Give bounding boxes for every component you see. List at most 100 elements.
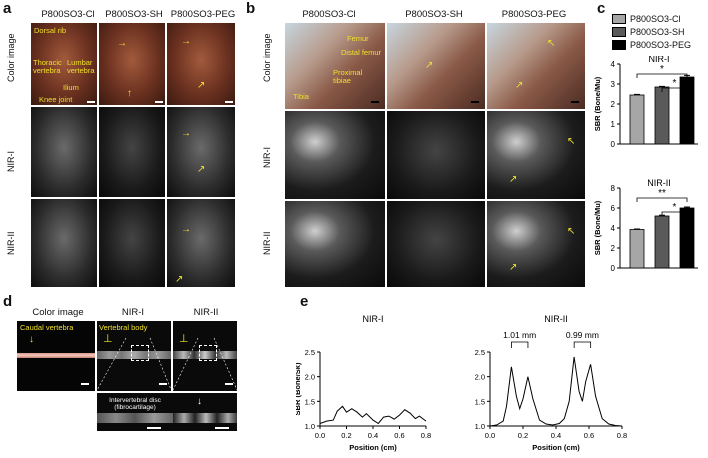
d-zoom-box <box>199 345 217 361</box>
e-x-tick-label: 0.6 <box>584 431 594 440</box>
d-scale-bar <box>215 427 229 429</box>
arrow-icon: ↓ <box>197 396 202 407</box>
c-y-axis-label: SBR (Bone/Mu) <box>593 200 602 255</box>
c-y-tick-label: 6 <box>611 204 616 213</box>
arrow-icon: → <box>117 38 127 49</box>
e-x-tick-label: 0.8 <box>617 431 627 440</box>
c-y-tick-label: 8 <box>611 184 616 193</box>
e-x-tick-label: 0.8 <box>421 431 431 440</box>
c-legend-label: P800SO3-SH <box>630 26 685 37</box>
c-bar <box>629 94 645 145</box>
a-annot-ilium: Ilium <box>63 83 79 92</box>
c-legend-label: P800SO3-Cl <box>630 13 681 24</box>
e-chart-title: NIR-I <box>363 314 384 324</box>
b-annot-distal-femur: Distal femur <box>341 48 382 57</box>
a-col-title-1: P800SO3-Cl <box>41 9 95 20</box>
b-scale-bar <box>371 101 379 103</box>
d-title-nir1: NIR-I <box>121 307 145 318</box>
b-color-image-cl: Femur Distal femur Proximal tibiae Tibia <box>284 22 386 110</box>
d-annot-disc-line1: Intervertebral disc <box>109 397 161 404</box>
c-legend-item: P800SO3-Cl <box>612 12 691 25</box>
d-nir2-tail <box>173 351 237 359</box>
a-nir2-image-peg: → ↗ <box>166 198 236 288</box>
arrow-icon: ↗ <box>425 60 434 71</box>
c-sig-label: ** <box>658 188 666 199</box>
b-color-image-peg: ↖ ↗ <box>486 22 586 110</box>
d-color-image: Caudal vertebra ↓ <box>16 320 96 392</box>
arrow-icon: ↗ <box>515 80 524 91</box>
d-nir2-image: ⊥ <box>172 320 238 392</box>
d-zoom-box <box>131 345 149 361</box>
b-nir2-image-peg: ↖ ↗ <box>486 200 586 288</box>
c-legend-swatch <box>612 26 626 37</box>
d-scale-bar <box>159 383 167 385</box>
a-col-title-3: P800SO3-PEG <box>170 9 236 20</box>
b-scale-bar <box>571 101 579 103</box>
panel-label-b: b <box>246 0 256 17</box>
arrow-icon: ↖ <box>567 136 576 147</box>
b-col-title-1: P800SO3-Cl <box>302 9 356 20</box>
e-x-tick-label: 0.0 <box>315 431 325 440</box>
c-bar <box>679 207 695 269</box>
a-scale-bar <box>155 101 163 103</box>
b-nir1-image-sh <box>386 110 486 200</box>
c-legend-item: P800SO3-PEG <box>612 38 691 51</box>
e-y-tick-label: 2.0 <box>305 373 315 382</box>
e-x-tick-label: 0.6 <box>394 431 404 440</box>
panel-label-c: c <box>597 0 606 17</box>
c-y-tick-label: 2 <box>611 100 616 109</box>
e-line-charts: NIR-I 1.0 1.5 2.0 2.5 0.0 0.2 0.4 0.6 0.8 Position… <box>296 314 627 452</box>
a-color-image-peg: → ↗ <box>166 22 236 106</box>
e-chart-title: NIR-II <box>544 314 568 324</box>
c-sig-label: * <box>673 202 677 213</box>
a-nir2-image-sh <box>98 198 166 288</box>
a-nir1-image-sh <box>98 106 166 198</box>
b-nir2-image-sh <box>386 200 486 288</box>
e-y-tick-label: 1.0 <box>475 422 485 431</box>
a-annot-thoracic: Thoracic vertebra <box>33 58 62 75</box>
c-y-tick-label: 0 <box>611 140 616 149</box>
d-scale-bar <box>81 383 89 385</box>
c-bar <box>679 76 695 145</box>
e-x-tick-label: 0.4 <box>551 431 561 440</box>
d-title-nir2: NIR-II <box>193 307 219 318</box>
b-row-label-nir1: NIR-I <box>262 147 272 168</box>
e-profile-line <box>489 356 623 427</box>
c-y-tick-label: 1 <box>611 120 616 129</box>
a-nir2-image-cl <box>30 198 98 288</box>
a-color-image-cl: Dorsal rib Thoracic vertebra Lumbar vert… <box>30 22 98 106</box>
arrow-icon: ↖ <box>567 226 576 237</box>
e-peak-label: 0.99 mm <box>566 330 599 340</box>
b-scale-bar <box>471 101 479 103</box>
e-y-tick-label: 1.5 <box>475 397 485 406</box>
arrow-icon: ↗ <box>197 80 206 91</box>
e-y-tick-label: 2.5 <box>305 348 315 357</box>
c-y-tick-label: 4 <box>611 224 616 233</box>
c-sig-bracket <box>661 87 688 92</box>
c-chart-title: NIR-II <box>647 178 671 188</box>
b-col-title-2: P800SO3-SH <box>405 9 463 20</box>
c-sig-label: * <box>660 64 664 75</box>
c-sig-bracket <box>661 211 688 216</box>
b-row-label-nir2: NIR-II <box>262 231 272 256</box>
b-nir1-image-peg: ↖ ↗ <box>486 110 586 200</box>
c-chart-title: NIR-I <box>649 56 670 64</box>
a-row-label-nir2: NIR-II <box>6 231 16 256</box>
d-scale-bar <box>147 427 161 429</box>
a-annot-lumbar: Lumbar vertebra <box>67 58 95 75</box>
e-x-tick-label: 0.2 <box>341 431 351 440</box>
arrow-icon: ↑ <box>127 88 132 99</box>
b-nir1-image-cl <box>284 110 386 200</box>
d-annot-caudal-vertebra: Caudal vertebra <box>20 323 74 332</box>
a-scale-bar <box>225 101 233 103</box>
d-zoom-row: Intervertebral disc (fibrocartilage) ↓ <box>96 392 238 432</box>
arrow-icon: ↗ <box>175 274 184 285</box>
e-profile-line <box>319 405 427 425</box>
a-color-image-sh: → ↑ <box>98 22 166 106</box>
d-zoom-nir2 <box>173 413 237 423</box>
panel-label-e: e <box>300 293 309 310</box>
b-row-label-color: Color image <box>262 33 272 82</box>
c-legend-label: P800SO3-PEG <box>630 39 692 50</box>
b-annot-femur: Femur <box>347 34 369 43</box>
